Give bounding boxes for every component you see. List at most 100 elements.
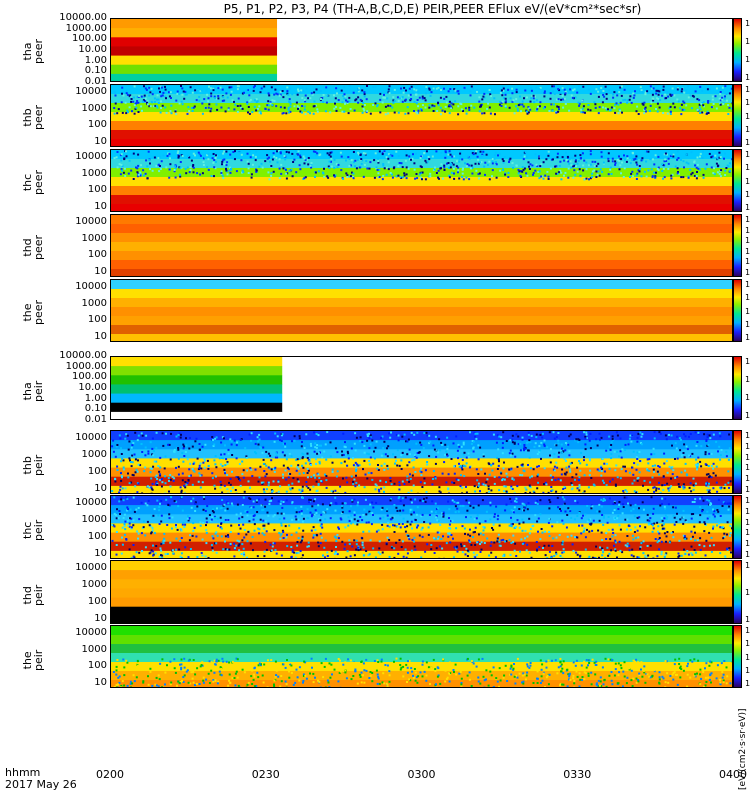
colorbar-tick-label: 10⁴ [745,519,750,527]
panel-ylabel: the peir [22,649,44,670]
colorbar-tick-label: 10⁵ [745,237,750,245]
y-tick-label: 100 [47,185,107,195]
colorbar-tick-label: 10⁰ [745,139,750,147]
spectrogram-band [111,280,733,290]
spectrogram-panel [110,149,733,212]
spectrogram-band [111,561,733,571]
spectrogram-band [111,403,282,413]
spectrogram-band [111,233,733,243]
panel-ylabel: thb peer [22,104,44,129]
y-tick-label: 1.00 [47,56,107,66]
x-axis-label: hhmm 2017 May 26 [5,767,77,791]
spectrogram-band [111,298,733,308]
y-tick-label: 1000 [47,299,107,309]
spectrogram-band [111,375,282,385]
panel-ylabel: thd peir [22,585,44,606]
y-tick-label: 10000 [47,87,107,97]
panel-ylabel: thd peer [22,234,44,259]
spectrogram-band [111,65,277,75]
y-tick-label: 0.10 [47,66,107,76]
colorbar [733,356,742,420]
panel-ylabel: thb peir [22,455,44,476]
spectrogram-image [111,561,733,624]
spectrogram-panel [110,560,733,624]
y-tick-label: 10.00 [47,383,107,393]
y-tick-label: 10000 [47,433,107,443]
spectrogram-band [111,204,733,212]
spectrogram-band [111,607,733,617]
y-tick-label: 10.00 [47,45,107,55]
colorbar-tick-label: 10⁴ [745,178,750,186]
spectrogram-panel [110,214,733,277]
y-tick-label: 100 [47,532,107,542]
colorbar-unit-label: [eV/(cm2·s·sr·eV)] [738,708,748,790]
spectrogram-band [111,46,277,56]
colorbar-tick-label: 10⁶ [745,562,750,570]
y-tick-label: 0.01 [47,415,107,425]
colorbar-tick-label: 10⁸ [745,627,750,635]
colorbar [733,430,742,494]
spectrogram-band [111,74,277,82]
y-tick-label: 10 [47,614,107,624]
colorbar-tick-label: 10² [745,394,750,402]
spectrogram-band [111,130,733,140]
spectrogram-band [111,19,277,29]
spectrogram-band [111,616,733,624]
spectrogram-band [111,289,733,299]
colorbar-tick-label: 10⁰ [745,680,750,688]
spectrogram-band [111,384,282,394]
colorbar-tick-label: 10² [745,667,750,675]
colorbar [733,279,742,342]
panel-ylabel: tha peer [22,39,44,64]
y-tick-label: 100 [47,315,107,325]
spectrogram-image [111,626,733,688]
colorbar-tick-label: 10⁶ [745,358,750,366]
y-tick-label: 1000 [47,169,107,179]
panel-ylabel: tha peir [22,381,44,402]
colorbar-tick-label: 10⁶ [745,164,750,172]
spectrogram-band [111,56,277,66]
y-tick-label: 10000 [47,282,107,292]
colorbar-tick-label: 10⁷ [745,432,750,440]
colorbar [733,625,742,688]
spectrogram-panel [110,495,733,559]
y-tick-label: 100.00 [47,34,107,44]
y-tick-label: 100 [47,250,107,260]
y-tick-label: 1000 [47,450,107,460]
spectrogram-band [111,598,733,608]
spectrogram-band [111,334,733,342]
y-tick-label: 10000.00 [47,351,107,361]
x-tick-label: 0200 [96,768,124,781]
colorbar-tick-label: 10⁰ [745,204,750,212]
colorbar-tick-label: 10¹ [745,486,750,494]
colorbar-tick-label: 10⁰ [745,334,750,342]
spectrogram-band [111,644,733,654]
panel-ylabel: the peer [22,299,44,324]
no-data-region [282,357,733,420]
spectrogram-image [111,496,733,559]
y-tick-label: 10000.00 [47,13,107,23]
colorbar-tick-label: 10³ [745,464,750,472]
y-tick-label: 1.00 [47,394,107,404]
spectrogram-band [111,195,733,205]
spectrogram-image [111,150,733,212]
y-tick-label: 10 [47,484,107,494]
spectrogram-band [111,662,733,672]
y-tick-label: 1000 [47,234,107,244]
y-tick-label: 100 [47,597,107,607]
y-tick-label: 10 [47,267,107,277]
spectrogram-panel [110,84,733,147]
y-tick-label: 10 [47,678,107,688]
spectrogram-band [111,635,733,645]
colorbar-tick-label: 10³ [745,529,750,537]
y-tick-label: 10000 [47,152,107,162]
colorbar-tick-label: 10² [745,126,750,134]
x-tick-label: 0230 [252,768,280,781]
spectrogram-image [111,280,733,342]
colorbar-tick-label: 10⁸ [745,151,750,159]
spectrogram-band [111,28,277,38]
spectrogram-band [111,307,733,317]
spectrogram-panel [110,430,733,494]
spectrogram-band [111,269,733,277]
colorbar-tick-label: 10⁰ [745,412,750,420]
